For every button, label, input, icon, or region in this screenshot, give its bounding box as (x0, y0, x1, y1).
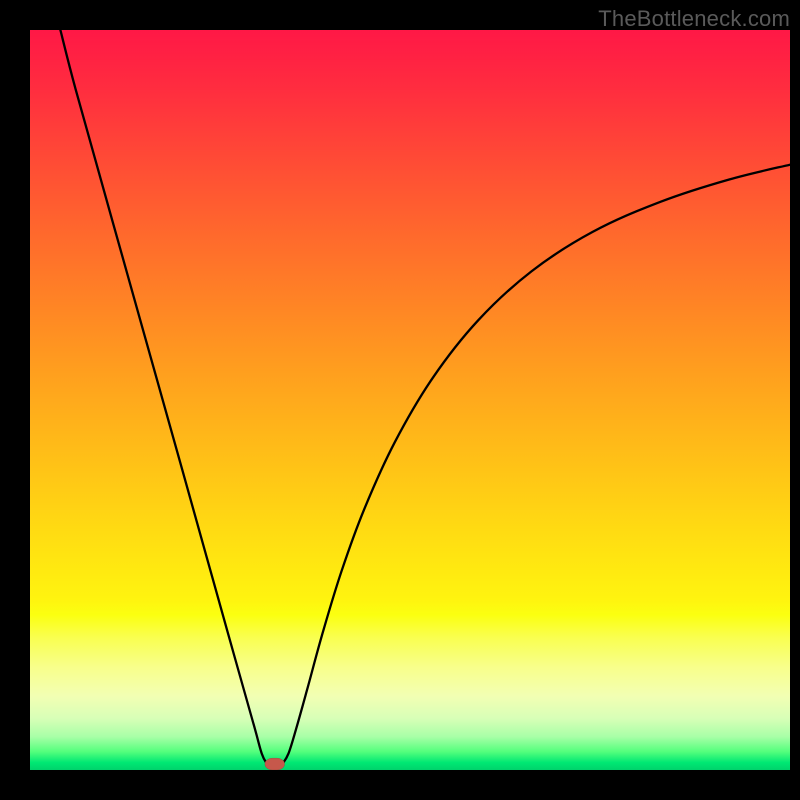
gradient-background (30, 30, 790, 770)
chart-svg (30, 30, 790, 770)
watermark-text: TheBottleneck.com (598, 6, 790, 32)
chart-container: TheBottleneck.com (0, 0, 800, 800)
plot-area (30, 30, 790, 770)
minimum-marker (265, 758, 285, 770)
